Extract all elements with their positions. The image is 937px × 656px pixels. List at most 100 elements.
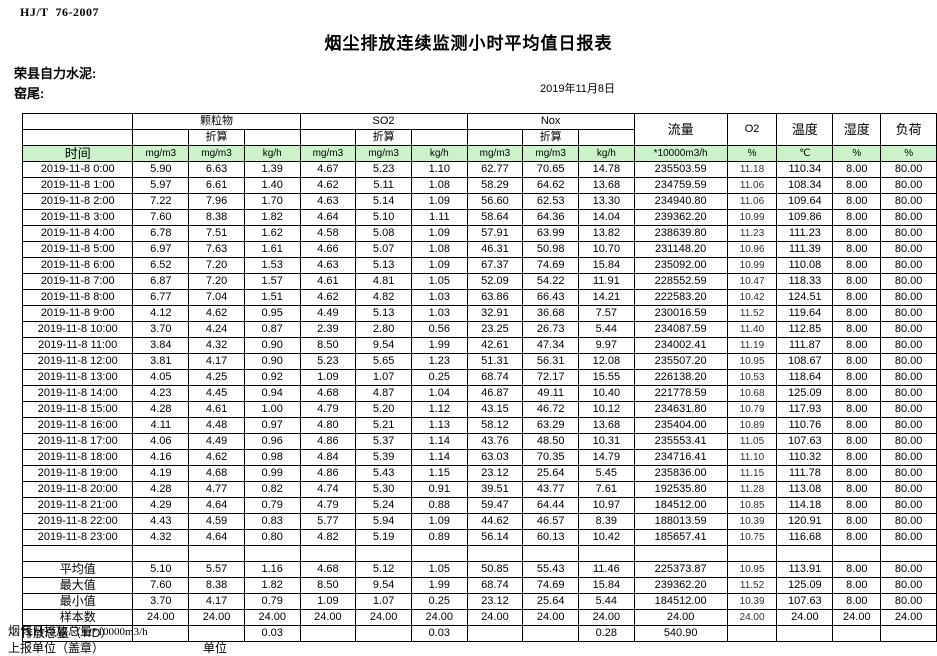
cell-pm-1: 7.04 bbox=[188, 289, 245, 306]
cell-so2-1: 1.07 bbox=[355, 369, 412, 386]
cell-pm-0: 3.70 bbox=[132, 321, 190, 338]
cell-nox-2: 7.57 bbox=[578, 305, 635, 322]
cell-pm-2: 0.92 bbox=[243, 369, 301, 386]
cell-load: 80.00 bbox=[880, 353, 937, 370]
cell-flow: 238639.80 bbox=[633, 225, 728, 242]
table-row: 2019-11-8 15:00 4.28 4.61 1.00 4.79 5.20 1.12 4… bbox=[21, 401, 937, 418]
cell-pm-0: 6.77 bbox=[132, 289, 190, 306]
cell-humidity: 8.00 bbox=[832, 513, 882, 530]
cell-pm-1: 4.49 bbox=[188, 433, 245, 450]
spacer-cell bbox=[522, 545, 580, 562]
cell-nox-2: 10.31 bbox=[578, 433, 635, 450]
cell-nox-0: 24.00 bbox=[466, 609, 524, 626]
flue-gas-total-label: 烟气日排放总量 bbox=[8, 624, 93, 638]
cell-pm-0: 4.06 bbox=[132, 433, 190, 450]
cell-nox-0: 23.12 bbox=[466, 465, 524, 482]
cell-load: 80.00 bbox=[880, 257, 937, 274]
header-so2-converted: 折算 bbox=[355, 129, 412, 146]
cell-nox-2: 13.82 bbox=[578, 225, 635, 242]
cell-o2: 11.10 bbox=[726, 449, 778, 466]
cell-pm-1: 4.59 bbox=[188, 513, 245, 530]
cell-so2-0: 4.80 bbox=[299, 417, 357, 434]
cell-so2-1: 5.14 bbox=[355, 193, 412, 210]
cell-humidity: 8.00 bbox=[832, 497, 882, 514]
header-blank-time-2 bbox=[21, 129, 134, 146]
cell-flow: 235836.00 bbox=[633, 465, 728, 482]
spacer-cell bbox=[410, 545, 468, 562]
cell-nox-1: 56.31 bbox=[522, 353, 580, 370]
cell-nox-2: 14.04 bbox=[578, 209, 635, 226]
cell-load: 80.00 bbox=[880, 417, 937, 434]
table-row: 2019-11-8 0:00 5.90 6.63 1.39 4.67 5.23 1.10 62… bbox=[21, 161, 937, 178]
cell-pm-2: 0.90 bbox=[243, 353, 301, 370]
cell-nox-0: 58.64 bbox=[466, 209, 524, 226]
cell-nox-2: 12.08 bbox=[578, 353, 635, 370]
table-row: 2019-11-8 11:00 3.84 4.32 0.90 8.50 9.54 1.99 4… bbox=[21, 337, 937, 354]
unit-label: 单位 bbox=[203, 641, 228, 655]
cell-humidity: 24.00 bbox=[832, 609, 882, 626]
cell-nox-2: 5.44 bbox=[578, 593, 635, 610]
cell-so2-2: 1.09 bbox=[410, 193, 468, 210]
cell-flow: 235092.00 bbox=[633, 257, 728, 274]
cell-humidity: 8.00 bbox=[832, 465, 882, 482]
cell-pm-0: 4.19 bbox=[132, 465, 190, 482]
cell-nox-2: 10.12 bbox=[578, 401, 635, 418]
cell-pm-0: 5.90 bbox=[132, 161, 190, 178]
cell-time: 2019-11-8 19:00 bbox=[21, 465, 134, 482]
spacer-cell bbox=[355, 545, 412, 562]
cell-nox-1: 66.43 bbox=[522, 289, 580, 306]
cell-pm-0: 3.81 bbox=[132, 353, 190, 370]
cell-load: 24.00 bbox=[880, 609, 937, 626]
cell-load: 80.00 bbox=[880, 193, 937, 210]
table-row: 2019-11-8 7:00 6.87 7.20 1.57 4.61 4.81 1.05 52… bbox=[21, 273, 937, 290]
cell-humidity: 8.00 bbox=[832, 561, 882, 578]
cell-load: 80.00 bbox=[880, 529, 937, 546]
cell-so2-0 bbox=[299, 625, 357, 642]
cell-o2: 11.15 bbox=[726, 465, 778, 482]
cell-pm-1: 7.96 bbox=[188, 193, 245, 210]
cell-nox-2: 11.91 bbox=[578, 273, 635, 290]
table-row: 2019-11-8 17:00 4.06 4.49 0.96 4.86 5.37 1.14 4… bbox=[21, 433, 937, 450]
header-pm-measured-blank bbox=[132, 129, 190, 146]
cell-time: 2019-11-8 6:00 bbox=[21, 257, 134, 274]
cell-time: 2019-11-8 15:00 bbox=[21, 401, 134, 418]
cell-pm-0: 4.16 bbox=[132, 449, 190, 466]
cell-humidity: 8.00 bbox=[832, 225, 882, 242]
standard-code: HJ/T 76-2007 bbox=[20, 5, 99, 19]
cell-nox-2: 11.46 bbox=[578, 561, 635, 578]
cell-pm-1: 4.24 bbox=[188, 321, 245, 338]
cell-so2-1: 2.80 bbox=[355, 321, 412, 338]
cell-nox-2: 10.42 bbox=[578, 529, 635, 546]
cell-load: 80.00 bbox=[880, 209, 937, 226]
cell-time: 2019-11-8 1:00 bbox=[21, 177, 134, 194]
unit-humidity: % bbox=[832, 145, 882, 162]
cell-temperature: 111.78 bbox=[776, 465, 834, 482]
cell-so2-0: 4.63 bbox=[299, 257, 357, 274]
cell-temperature: 124.51 bbox=[776, 289, 834, 306]
cell-nox-1: 25.64 bbox=[522, 465, 580, 482]
cell-pm-2: 0.99 bbox=[243, 465, 301, 482]
cell-so2-2: 1.05 bbox=[410, 273, 468, 290]
cell-pm-1: 4.77 bbox=[188, 481, 245, 498]
cell-load: 80.00 bbox=[880, 513, 937, 530]
cell-so2-0: 4.62 bbox=[299, 177, 357, 194]
flue-gas-total-note: 烟气日排放总量*10000m3/h bbox=[8, 622, 148, 639]
cell-o2: 11.40 bbox=[726, 321, 778, 338]
table-row: 2019-11-8 13:00 4.05 4.25 0.92 1.09 1.07 0.25 6… bbox=[21, 369, 937, 386]
header-pm-rate-blank bbox=[243, 129, 301, 146]
cell-load: 80.00 bbox=[880, 241, 937, 258]
spacer-cell bbox=[243, 545, 301, 562]
table-row: 2019-11-8 23:00 4.32 4.64 0.80 4.82 5.19 0.89 5… bbox=[21, 529, 937, 546]
cell-so2-1: 5.24 bbox=[355, 497, 412, 514]
cell-humidity: 8.00 bbox=[832, 273, 882, 290]
cell-pm-1: 6.63 bbox=[188, 161, 245, 178]
cell-humidity bbox=[832, 625, 882, 642]
cell-so2-0: 4.79 bbox=[299, 497, 357, 514]
spacer-cell bbox=[466, 545, 524, 562]
spacer-cell bbox=[578, 545, 635, 562]
cell-pm-1 bbox=[188, 625, 245, 642]
cell-so2-0: 4.84 bbox=[299, 449, 357, 466]
cell-humidity: 8.00 bbox=[832, 593, 882, 610]
cell-temperature: 113.91 bbox=[776, 561, 834, 578]
cell-so2-1: 9.54 bbox=[355, 577, 412, 594]
